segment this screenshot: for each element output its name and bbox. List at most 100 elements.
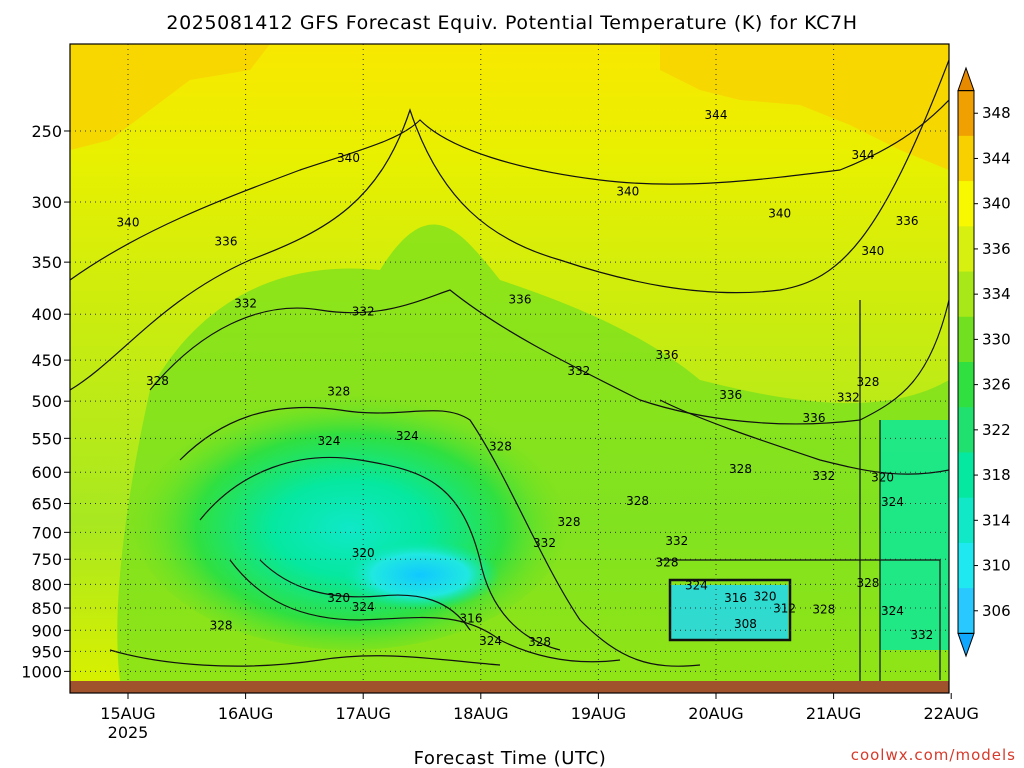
colorbar-segment	[958, 181, 974, 227]
y-tick-label: 950	[31, 642, 62, 661]
contour-label: 332	[837, 390, 860, 404]
grid	[70, 44, 949, 681]
contour-label: 340	[616, 185, 639, 199]
x-tick-label: 19AUG	[571, 704, 626, 723]
contour-label: 328	[856, 375, 879, 389]
colorbar-tick-label: 330	[982, 330, 1011, 348]
colorbar-tick-label: 340	[982, 195, 1011, 213]
y-tick-label: 450	[31, 351, 62, 370]
contour-label: 328	[327, 385, 350, 399]
x-axis-label: Forecast Time (UTC)	[414, 748, 607, 768]
x-tick-label: 21AUG	[806, 704, 861, 723]
contour-label: 336	[509, 292, 532, 306]
contour-label: 328	[729, 462, 752, 476]
colorbar-tick-label: 310	[982, 557, 1011, 575]
colorbar-tick-label: 318	[982, 466, 1011, 484]
colorbar-tick-label: 306	[982, 602, 1011, 620]
contour-label: 328	[146, 374, 169, 388]
y-tick-label: 900	[31, 621, 62, 640]
contour-label: 328	[856, 576, 879, 590]
plot-area: 344 3443443443403403403403403363363363363…	[70, 27, 949, 681]
x-tick-label: 20AUG	[688, 704, 743, 723]
y-tick-label: 300	[31, 193, 62, 212]
colorbar-segment	[958, 271, 974, 318]
colorbar-segment	[958, 452, 974, 499]
colorbar-tick-label: 344	[982, 149, 1011, 167]
contour-line	[70, 59, 949, 391]
colorbar-segment	[958, 226, 974, 273]
cold-pool-box	[670, 585, 788, 640]
contour-label: 324	[317, 434, 340, 448]
contour-label: 332	[665, 534, 688, 548]
contour-label: 308	[734, 617, 757, 631]
contour-label: 328	[210, 619, 233, 633]
contour-line	[70, 99, 949, 281]
contour-line	[179, 406, 701, 667]
credit-link[interactable]: coolwx.com/models	[851, 746, 1016, 764]
contour-label: 332	[567, 364, 590, 378]
x-tick-label: 22AUG	[923, 704, 978, 723]
y-tick-label: 1000	[21, 662, 62, 681]
contour-label: 328	[528, 635, 551, 649]
colorbar-segment	[958, 316, 974, 363]
y-tick-label: 500	[31, 392, 62, 411]
y-tick-label: 400	[31, 305, 62, 324]
contour-line	[149, 289, 949, 425]
colorbar-top-arrow	[957, 66, 975, 92]
colorbar-segment	[958, 588, 974, 634]
colorbar-bottom-arrow	[957, 632, 975, 658]
y-tick-label: 250	[31, 122, 62, 141]
contour-label: 340	[861, 244, 884, 258]
contour-label: 336	[656, 348, 679, 362]
colorbar-segment	[958, 542, 974, 589]
contour-label: 320	[871, 470, 894, 484]
x-axis: 15AUG 16AUG 17AUG 18AUG 19AUG 20AUG 21AUG 22AUG	[100, 693, 979, 723]
chart-title: 2025081412 GFS Forecast Equiv. Potential…	[166, 12, 857, 34]
warm-upper-region-left	[70, 44, 270, 150]
x-sub-label: 2025	[108, 723, 149, 742]
y-tick-label: 700	[31, 523, 62, 542]
contour-labels: 344 3443443443403403403403403363363363363…	[77, 27, 934, 649]
contour-label: 340	[768, 207, 791, 221]
contour-label: 324	[479, 634, 502, 648]
contour-label: 324	[881, 604, 904, 618]
contour-label: 320	[754, 589, 777, 603]
warm-upper-region-right	[660, 44, 949, 170]
y-tick-label: 850	[31, 599, 62, 618]
contour-label: 336	[215, 235, 238, 249]
y-axis: 250 300 350 400 450 500 550 600 650 700 750 800 850 9…	[21, 122, 70, 681]
colorbar-segment	[958, 362, 974, 408]
y-tick-label: 550	[31, 429, 62, 448]
x-tick-label: 15AUG	[100, 704, 155, 723]
contour-label: 344	[852, 148, 875, 162]
y-tick-label: 600	[31, 463, 62, 482]
contour-label: 328	[812, 602, 835, 616]
colorbar-tick-label: 348	[982, 104, 1011, 122]
contour-line	[259, 559, 471, 631]
contour-label: 344	[77, 27, 100, 41]
contour-label: 324	[685, 578, 708, 592]
colorbar-segment	[958, 90, 974, 137]
y-tick-label: 650	[31, 494, 62, 513]
contour-label: 344	[705, 108, 728, 122]
contour-line	[229, 559, 621, 663]
contour-label: 316	[724, 591, 747, 605]
contour-label: 320	[352, 546, 375, 560]
colorbar-segment	[958, 407, 974, 453]
contour-label: 336	[719, 388, 742, 402]
y-tick-label: 800	[31, 575, 62, 594]
contour-label: 324	[396, 429, 419, 443]
colorbar-tick-label: 326	[982, 376, 1011, 394]
x-tick-label: 16AUG	[218, 704, 273, 723]
right-low-theta-band	[880, 420, 949, 650]
contour-label: 328	[489, 440, 512, 454]
contour-line	[109, 649, 501, 667]
cold-pool-core	[340, 540, 500, 610]
contour-label: 332	[812, 469, 835, 483]
contour-label: 336	[803, 411, 826, 425]
plot-frame	[69, 43, 950, 694]
contour-label: 340	[117, 215, 140, 229]
contour-label: 332	[533, 536, 556, 550]
y-tick-label: 750	[31, 550, 62, 569]
